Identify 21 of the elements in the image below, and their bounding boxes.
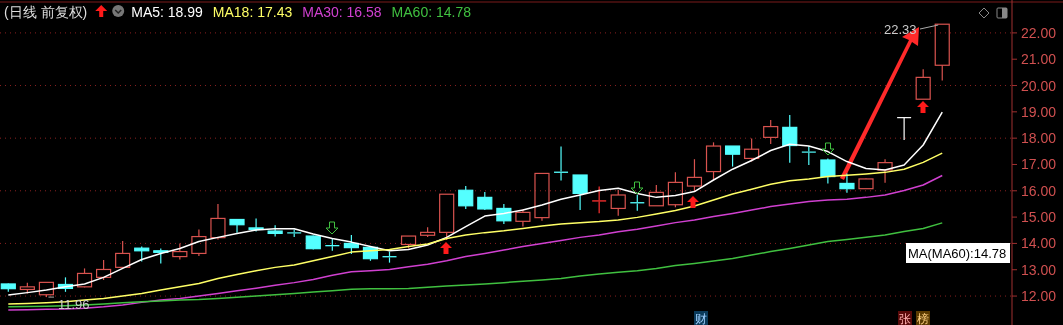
y-tick-label: 14.00 [1021, 235, 1057, 252]
annotation: MA(MA60):14.78 [908, 246, 1007, 261]
y-tick-label: 22.00 [1021, 24, 1057, 41]
y-tick-label: 18.00 [1021, 130, 1057, 147]
annotation: 22.33 [884, 22, 917, 37]
y-tick-label: 19.00 [1021, 103, 1057, 120]
text: MA18: 17.43 [212, 4, 293, 20]
text: MA30: 16.58 [302, 4, 382, 20]
y-tick-label: 12.00 [1021, 288, 1057, 305]
y-tick-label: 16.00 [1021, 182, 1057, 199]
text: MA5: 18.99 [131, 4, 204, 20]
y-tick-label: 21.00 [1021, 51, 1057, 68]
chart-title: (日线 前复权) [4, 4, 88, 20]
annotation: 张 [899, 312, 911, 325]
y-tick-label: 17.00 [1021, 156, 1057, 173]
annotation: 榜 [917, 312, 929, 325]
y-tick-label: 15.00 [1021, 209, 1057, 226]
text: MA60: 14.78 [391, 4, 472, 20]
annotation: 财 [695, 312, 707, 325]
y-tick-label: 13.00 [1021, 261, 1057, 278]
y-tick-label: 20.00 [1021, 77, 1057, 94]
